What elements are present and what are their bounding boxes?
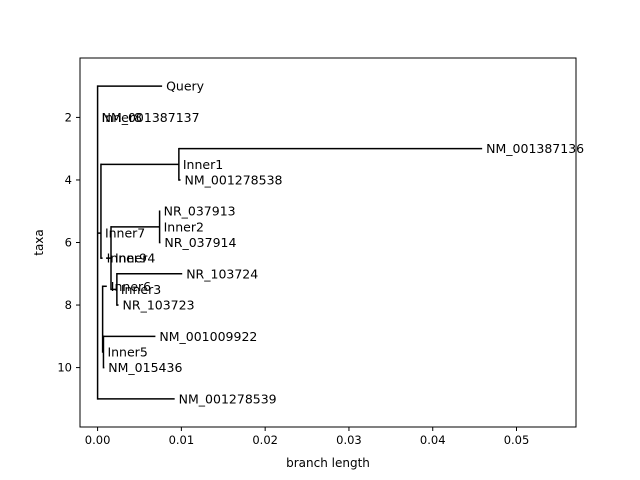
node-label-Inner6: Inner6	[111, 279, 151, 294]
y-axis-label: taxa	[32, 229, 46, 256]
node-label-NM_001009922: NM_001009922	[159, 329, 257, 344]
node-label-NR_037914: NR_037914	[164, 235, 236, 250]
y-tick-label: 8	[65, 298, 72, 312]
node-label-NM_001278538: NM_001278538	[185, 172, 283, 187]
x-tick-label: 0.05	[504, 433, 530, 447]
node-label-Inner3: Inner3	[121, 282, 161, 297]
node-label-Inner4: Inner4	[115, 251, 155, 266]
x-tick-label: 0.02	[252, 433, 278, 447]
node-label-Inner8: Inner8	[102, 110, 142, 125]
y-tick-label: 2	[65, 110, 72, 124]
y-tick-label: 10	[57, 361, 72, 375]
node-label-Inner9: Inner9	[107, 251, 147, 266]
tree-branches	[96, 85, 483, 400]
node-label-NR_103724: NR_103724	[186, 266, 258, 281]
y-tick-label: 6	[65, 236, 72, 250]
node-label-Inner1: Inner1	[183, 157, 223, 172]
x-tick-label: 0.00	[85, 433, 111, 447]
node-label-Inner5: Inner5	[107, 344, 147, 359]
x-tick-label: 0.03	[336, 433, 362, 447]
node-label-Inner2: Inner2	[164, 219, 204, 234]
node-label-NM_001278539: NM_001278539	[179, 391, 277, 406]
node-label-Inner7: Inner7	[105, 226, 145, 241]
node-label-NM_001387136: NM_001387136	[486, 141, 584, 156]
node-label-Query: Query	[166, 79, 205, 94]
x-tick-label: 0.04	[420, 433, 446, 447]
y-tick-label: 4	[65, 173, 72, 187]
x-tick-label: 0.01	[169, 433, 195, 447]
x-axis-label: branch length	[286, 456, 370, 470]
node-label-NM_015436: NM_015436	[108, 360, 182, 375]
node-label-NM_001387137: NM_001387137	[102, 110, 200, 125]
node-labels: Inner8 Query NM_001387137 Inner7 NM_00127853…	[102, 79, 585, 407]
x-axis-ticks: 0.00 0.01 0.02 0.03 0.04 0.05	[85, 427, 530, 447]
node-label-NR_037913: NR_037913	[164, 204, 236, 219]
y-axis-ticks: 2 4 6 8 10	[57, 110, 80, 375]
node-label-NR_103723: NR_103723	[123, 298, 195, 313]
